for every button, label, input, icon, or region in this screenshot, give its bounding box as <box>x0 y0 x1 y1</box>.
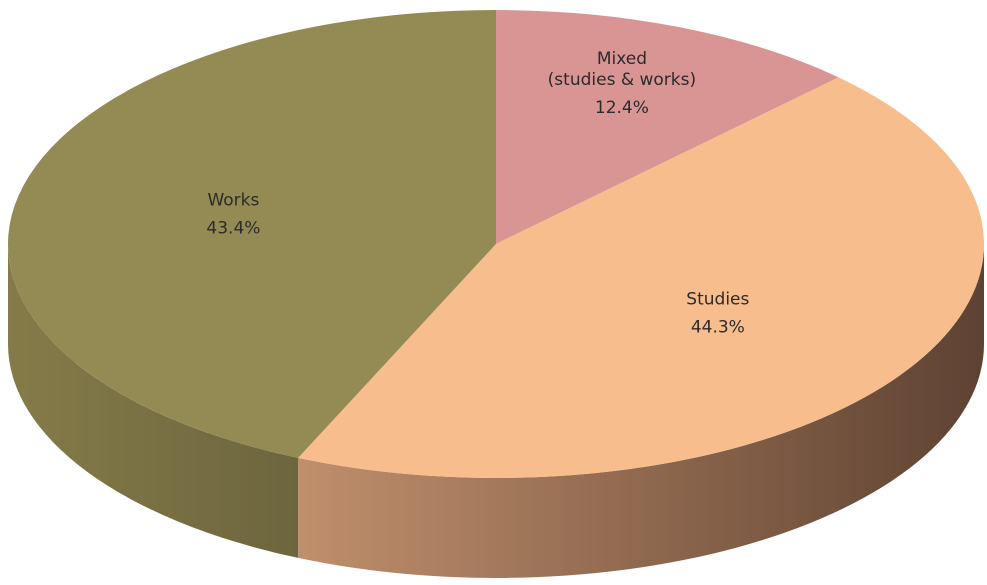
slice-side <box>298 244 985 578</box>
data-label-category: Works <box>207 190 259 210</box>
slice <box>496 10 839 244</box>
slice <box>7 10 496 458</box>
pie-top <box>7 10 985 478</box>
pie-sides <box>8 244 985 578</box>
data-label-category: Mixed (studies & works) <box>548 49 696 90</box>
data-label-value: 44.3% <box>691 317 745 337</box>
pie-labels: Mixed (studies & works) 12.4% Studies 44.3% W… <box>206 49 749 338</box>
data-label-value: 43.4% <box>206 218 260 238</box>
slice <box>298 77 985 478</box>
data-label-category: Studies <box>686 289 749 309</box>
data-label-value: 12.4% <box>595 98 649 118</box>
slice-side <box>8 244 299 558</box>
